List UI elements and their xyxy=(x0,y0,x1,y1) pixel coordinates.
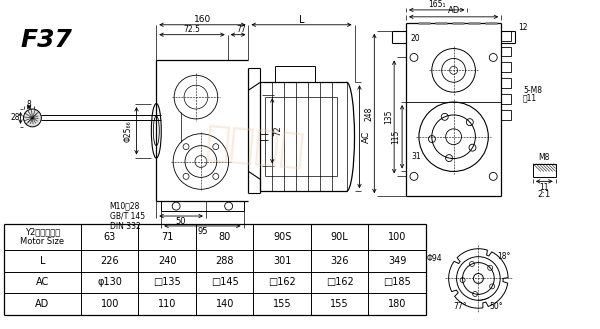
Text: Φ94: Φ94 xyxy=(427,254,443,263)
Text: M8: M8 xyxy=(539,153,550,162)
Text: 115: 115 xyxy=(392,130,401,144)
Text: 135: 135 xyxy=(385,110,394,124)
Text: □162: □162 xyxy=(268,277,296,288)
Text: F37: F37 xyxy=(20,28,73,52)
Text: Φ25₆₆: Φ25₆₆ xyxy=(124,120,133,142)
Text: L: L xyxy=(40,256,45,266)
Text: 72.5: 72.5 xyxy=(184,25,200,34)
Text: 90S: 90S xyxy=(273,232,292,242)
Bar xyxy=(501,63,511,72)
Bar xyxy=(501,110,511,120)
Text: φ130: φ130 xyxy=(97,277,122,288)
Text: 160: 160 xyxy=(194,15,211,24)
Text: 50: 50 xyxy=(176,217,187,226)
Text: 淸11: 淸11 xyxy=(523,93,537,103)
Bar xyxy=(501,31,511,40)
Text: 180: 180 xyxy=(388,299,406,309)
Text: AC: AC xyxy=(362,131,371,143)
Text: 100: 100 xyxy=(388,232,406,242)
Text: 50°: 50° xyxy=(490,302,503,311)
Text: 11: 11 xyxy=(539,183,549,192)
Text: 155: 155 xyxy=(331,299,349,309)
Text: 20: 20 xyxy=(411,34,421,43)
Text: 百瑪特传: 百瑪特传 xyxy=(204,121,307,172)
Text: Y2电机机座号: Y2电机机座号 xyxy=(25,227,60,236)
Text: 31: 31 xyxy=(411,152,421,161)
Text: □185: □185 xyxy=(383,277,411,288)
Text: AC: AC xyxy=(36,277,49,288)
Text: 2:1: 2:1 xyxy=(538,190,551,199)
Bar xyxy=(501,78,511,88)
Text: 248: 248 xyxy=(365,106,374,121)
Text: 288: 288 xyxy=(215,256,234,266)
Text: L: L xyxy=(299,15,304,25)
Text: □135: □135 xyxy=(154,277,181,288)
Text: 95: 95 xyxy=(197,227,208,236)
Text: 155: 155 xyxy=(273,299,292,309)
Text: 165₁: 165₁ xyxy=(428,0,446,10)
Text: Motor Size: Motor Size xyxy=(20,237,64,246)
Circle shape xyxy=(23,109,41,127)
Text: M10淸28
GB/T 145
DIN 332: M10淸28 GB/T 145 DIN 332 xyxy=(110,201,145,231)
Text: □145: □145 xyxy=(211,277,239,288)
Text: 100: 100 xyxy=(101,299,119,309)
Text: 5-M8: 5-M8 xyxy=(523,86,542,95)
Text: 140: 140 xyxy=(215,299,234,309)
Text: 18°: 18° xyxy=(497,252,511,261)
Text: 71: 71 xyxy=(161,232,173,242)
Text: 226: 226 xyxy=(100,256,119,266)
Text: 28: 28 xyxy=(11,114,20,122)
Text: 80: 80 xyxy=(218,232,231,242)
Text: 63: 63 xyxy=(104,232,116,242)
Text: AD: AD xyxy=(35,299,49,309)
Text: 90L: 90L xyxy=(331,232,349,242)
Text: 72: 72 xyxy=(274,125,283,136)
Text: 240: 240 xyxy=(158,256,176,266)
Text: AD: AD xyxy=(448,6,460,15)
Text: 12: 12 xyxy=(518,23,527,32)
Text: 8: 8 xyxy=(26,100,31,109)
Text: 110: 110 xyxy=(158,299,176,309)
Bar xyxy=(501,94,511,104)
Bar xyxy=(501,47,511,57)
Text: 349: 349 xyxy=(388,256,406,266)
Text: 77°: 77° xyxy=(454,302,467,311)
Text: 77: 77 xyxy=(236,25,247,34)
Text: 301: 301 xyxy=(273,256,292,266)
Bar xyxy=(533,164,556,177)
Text: □162: □162 xyxy=(326,277,353,288)
Text: 326: 326 xyxy=(331,256,349,266)
